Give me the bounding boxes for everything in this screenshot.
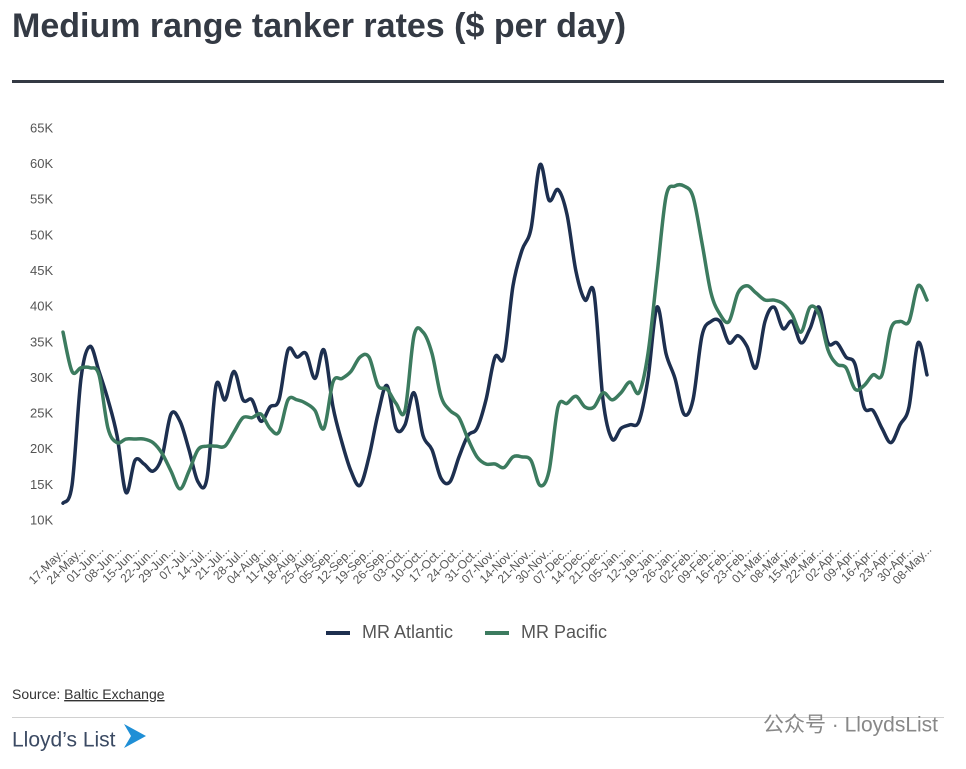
y-tick-label: 25K [30, 406, 53, 421]
brand-logo: Lloyd’s List [12, 729, 116, 752]
y-tick-label: 35K [30, 334, 53, 349]
source-label: Source: [12, 686, 64, 702]
line-series [61, 182, 929, 491]
y-tick-label: 15K [30, 477, 53, 492]
brand-icon [124, 724, 146, 748]
y-tick-label: 65K [30, 120, 53, 135]
title-rule [12, 80, 944, 83]
y-tick-label: 60K [30, 156, 53, 171]
legend-label: MR Atlantic [362, 622, 453, 642]
y-tick-label: 30K [30, 370, 53, 385]
watermark: 公众号 · LloydsList [763, 714, 938, 737]
line-series [61, 162, 929, 505]
y-tick-label: 50K [30, 227, 53, 242]
legend-label: MR Pacific [521, 622, 607, 642]
y-tick-label: 55K [30, 192, 53, 207]
y-tick-label: 10K [30, 512, 53, 527]
source: Source: Baltic Exchange [12, 686, 165, 702]
source-link[interactable]: Baltic Exchange [64, 686, 165, 702]
y-tick-label: 20K [30, 441, 53, 456]
y-tick-label: 45K [30, 263, 53, 278]
footer-rule [12, 717, 944, 718]
y-tick-label: 40K [30, 299, 53, 314]
chart-title: Medium range tanker rates ($ per day) [12, 7, 626, 45]
